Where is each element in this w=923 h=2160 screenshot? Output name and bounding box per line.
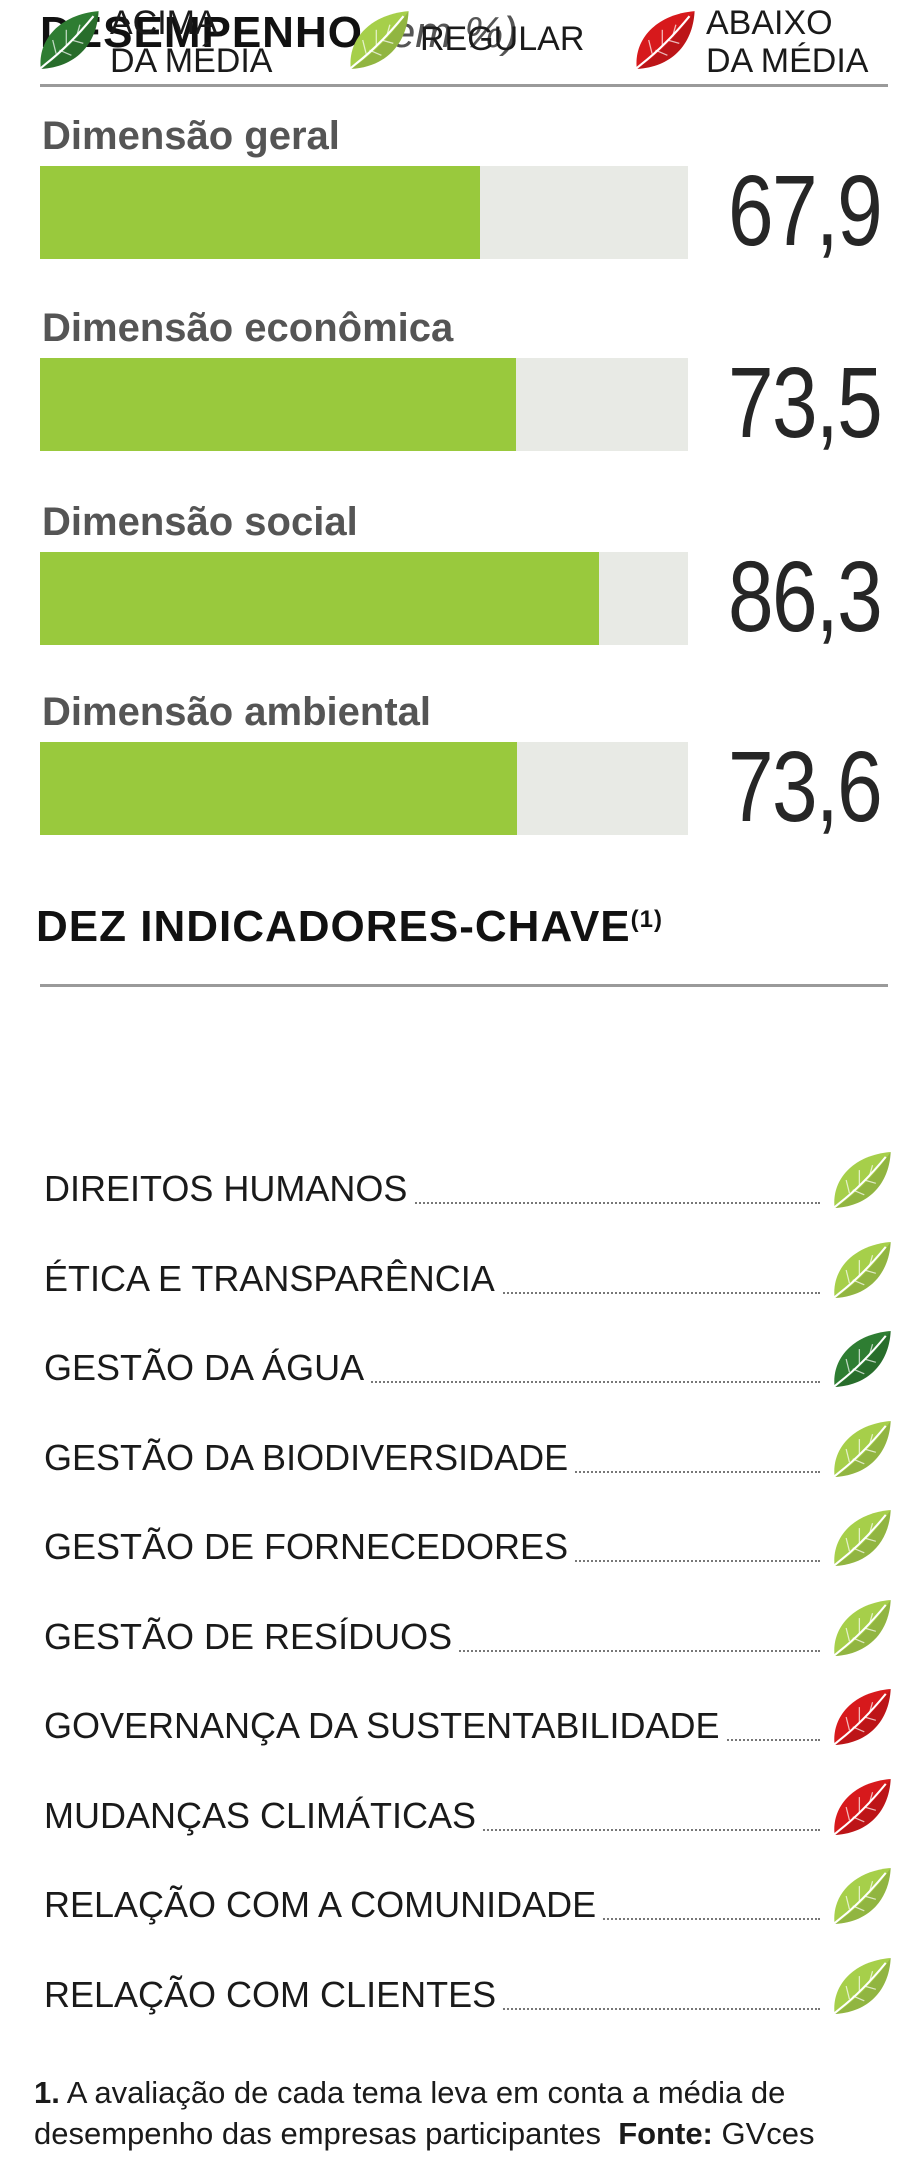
footnote-text-2: desempenho das empresas participantes: [34, 2116, 601, 2151]
indicator-row: DIREITOS HUMANOS: [44, 1148, 894, 1218]
leaf-light-green-icon: [828, 1509, 891, 1571]
leaf-light-green-icon: [828, 1151, 891, 1213]
indicator-label: GOVERNANÇA DA SUSTENTABILIDADE: [44, 1705, 726, 1747]
bar-fill: [40, 552, 600, 645]
indicator-leader-dots: [44, 1202, 820, 1204]
leaf-dark-green-icon: [828, 1330, 891, 1392]
indicator-leader-dots: [44, 1381, 820, 1383]
indicator-label: ÉTICA E TRANSPARÊNCIA: [44, 1258, 501, 1300]
bar-row: Dimensão geral 67,9: [40, 114, 888, 304]
bar-category-label: Dimensão social: [42, 500, 358, 544]
indicator-rating-below: [828, 1774, 894, 1845]
bar-value-label: 73,6: [728, 731, 883, 843]
footnote: 1. A avaliação de cada tema leva em cont…: [34, 2072, 815, 2154]
bar-track: [40, 552, 688, 645]
bar-fill: [40, 166, 480, 259]
bar-category-label: Dimensão geral: [42, 114, 340, 158]
indicator-rating-below: [828, 1684, 894, 1755]
leaf-red-icon: [828, 1778, 891, 1840]
bar-track: [40, 742, 688, 835]
leaf-light-green-icon: [828, 1241, 891, 1303]
leaf-light-green-icon: [345, 11, 409, 74]
indicator-row: ÉTICA E TRANSPARÊNCIA: [44, 1238, 894, 1308]
performance-divider: [40, 84, 888, 87]
indicators-divider: [40, 984, 888, 987]
indicator-row: GOVERNANÇA DA SUSTENTABILIDADE: [44, 1685, 894, 1755]
indicator-label: GESTÃO DE RESÍDUOS: [44, 1616, 459, 1658]
indicator-label: MUDANÇAS CLIMÁTICAS: [44, 1795, 483, 1837]
bar-category-label: Dimensão ambiental: [42, 690, 432, 734]
indicator-rating-regular: [828, 1953, 894, 2024]
bar-row: Dimensão social 86,3: [40, 500, 888, 690]
leaf-light-green-icon: [828, 1420, 891, 1482]
indicators-footnote-marker: (1): [630, 906, 663, 933]
indicator-row: GESTÃO DE FORNECEDORES: [44, 1506, 894, 1576]
indicator-rating-above: [828, 1326, 894, 1397]
indicator-rating-regular: [828, 1147, 894, 1218]
indicator-row: GESTÃO DA BIODIVERSIDADE: [44, 1417, 894, 1487]
bar-value-label: 86,3: [728, 541, 883, 653]
leaf-light-green-icon: [828, 1957, 891, 2019]
indicator-row: MUDANÇAS CLIMÁTICAS: [44, 1775, 894, 1845]
bar-fill: [40, 358, 517, 451]
bar-track: [40, 358, 688, 451]
footnote-source-label: Fonte:: [618, 2116, 713, 2151]
leaf-dark-green-icon: [35, 11, 99, 74]
indicator-row: GESTÃO DE RESÍDUOS: [44, 1596, 894, 1666]
indicator-label: RELAÇÃO COM CLIENTES: [44, 1974, 503, 2016]
footnote-line-1: 1. A avaliação de cada tema leva em cont…: [34, 2072, 815, 2113]
legend-label: REGULAR: [420, 20, 584, 58]
legend-label-line-1: REGULAR: [420, 20, 585, 58]
bar-fill: [40, 742, 517, 835]
indicator-row: RELAÇÃO COM A COMUNIDADE: [44, 1864, 894, 1934]
leaf-red-icon: [631, 11, 695, 74]
leaf-light-green-icon: [828, 1599, 891, 1661]
legend-label-line-1: ABAIXO: [706, 4, 833, 42]
bar-value-label: 67,9: [728, 155, 883, 267]
legend-label-line-1: ACIMA: [110, 4, 218, 42]
indicator-label: GESTÃO DE FORNECEDORES: [44, 1526, 575, 1568]
bar-value-label: 73,5: [728, 347, 883, 459]
legend-label-line-2: DA MÉDIA: [706, 42, 869, 80]
footnote-number: 1.: [34, 2075, 60, 2110]
footnote-line-2: desempenho das empresas participantes Fo…: [34, 2113, 815, 2154]
bar-track: [40, 166, 688, 259]
bar-row: Dimensão ambiental 73,6: [40, 690, 888, 880]
indicator-label: GESTÃO DA ÁGUA: [44, 1347, 371, 1389]
leaf-light-green-icon: [828, 1867, 891, 1929]
footnote-source: GVces: [721, 2116, 815, 2151]
indicators-title-text: DEZ INDICADORES-CHAVE: [36, 902, 631, 951]
bar-row: Dimensão econômica 73,5: [40, 306, 888, 496]
leaf-red-icon: [828, 1688, 891, 1750]
indicator-row: GESTÃO DA ÁGUA: [44, 1327, 894, 1397]
indicator-rating-regular: [828, 1505, 894, 1576]
legend-label-line-2: DA MÉDIA: [110, 42, 273, 80]
footnote-text-1: A avaliação de cada tema leva em conta a…: [66, 2075, 786, 2110]
indicator-label: GESTÃO DA BIODIVERSIDADE: [44, 1437, 575, 1479]
legend-label: ACIMA DA MÉDIA: [110, 4, 272, 80]
indicator-row: RELAÇÃO COM CLIENTES: [44, 1954, 894, 2024]
legend-label: ABAIXO DA MÉDIA: [706, 4, 868, 80]
bar-category-label: Dimensão econômica: [42, 306, 454, 350]
indicator-rating-regular: [828, 1863, 894, 1934]
indicator-rating-regular: [828, 1237, 894, 1308]
indicator-label: DIREITOS HUMANOS: [44, 1168, 414, 1210]
indicator-label: RELAÇÃO COM A COMUNIDADE: [44, 1884, 603, 1926]
indicator-rating-regular: [828, 1595, 894, 1666]
indicator-rating-regular: [828, 1416, 894, 1487]
indicators-title: DEZ INDICADORES-CHAVE(1): [36, 902, 663, 952]
